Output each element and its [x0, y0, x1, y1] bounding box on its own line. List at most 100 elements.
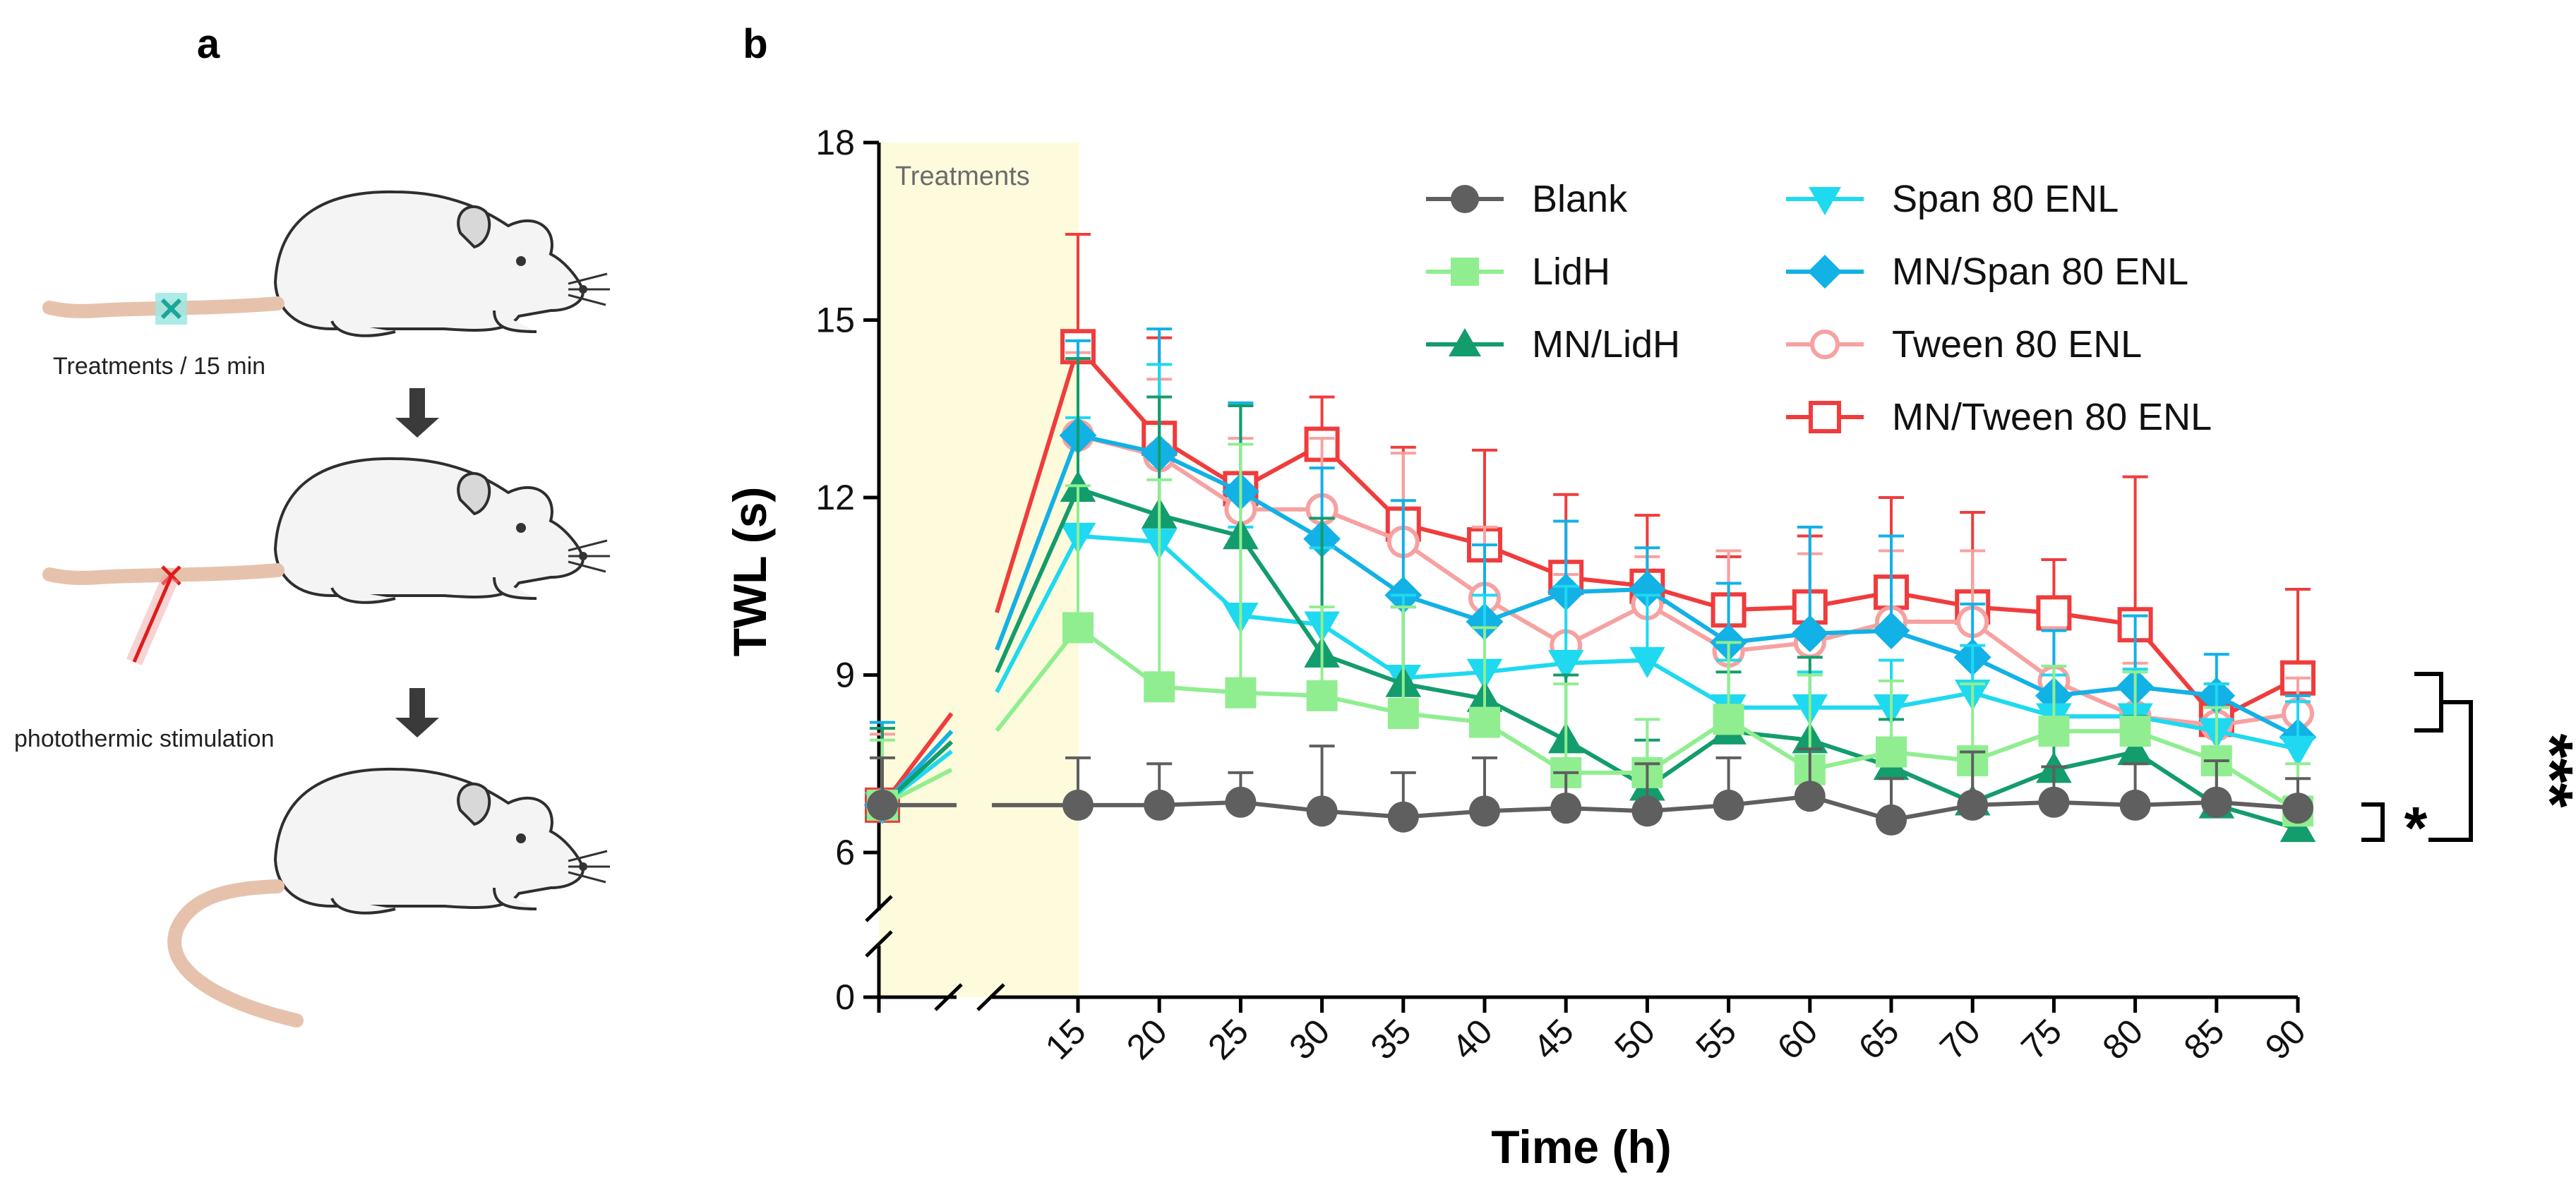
- rat-step-2: photothermic stimulation: [14, 457, 611, 752]
- data-point: [2119, 716, 2151, 747]
- x-axis-break-mark: [976, 983, 1005, 1011]
- data-point: [1469, 795, 1500, 827]
- data-point: [1144, 671, 1175, 703]
- y-axis-title: TWL (s): [724, 487, 776, 657]
- significance-bracket: [2428, 700, 2473, 842]
- x-tick-label: 40: [1444, 1011, 1500, 1067]
- data-point: [1794, 781, 1826, 812]
- treatment-mark-icon: [160, 298, 182, 320]
- legend-item-blank: Blank: [1426, 178, 1628, 220]
- significance-bracket: [2361, 802, 2385, 842]
- data-point: [1547, 650, 1584, 682]
- x-tick-label: 20: [1119, 1011, 1175, 1067]
- data-point: [1387, 697, 1419, 729]
- data-point: [1387, 801, 1419, 833]
- series-line: [1077, 433, 2299, 728]
- series-line-segment: [995, 488, 1080, 673]
- data-point: [2036, 595, 2072, 631]
- legend-item-mn-tween-80-enl: MN/Tween 80 ENL: [1786, 396, 2212, 438]
- legend-marker: [1810, 330, 1840, 359]
- x-tick-label: 55: [1688, 1011, 1744, 1067]
- schematic: a Treatments / 15 min photothermic stimu…: [14, 21, 611, 1028]
- x-tick-label: 65: [1851, 1011, 1907, 1067]
- legend-item-mn-lidh: MN/LidH: [1426, 323, 1680, 366]
- laser-beam: [132, 577, 173, 663]
- data-point: [1225, 786, 1257, 818]
- series-line: [1077, 534, 2299, 752]
- panel-a: a Treatments / 15 min photothermic stimu…: [0, 0, 706, 1195]
- series-line: [1077, 486, 2299, 831]
- arrow-down-icon: [395, 688, 439, 737]
- x-axis-break-mark: [934, 983, 963, 1011]
- data-point: [2038, 786, 2070, 818]
- data-point: [1629, 646, 1665, 678]
- x-tick-label: 70: [1932, 1011, 1988, 1067]
- series-line: [1077, 626, 2299, 813]
- significance-label: ***: [2515, 733, 2576, 807]
- data-point: [1062, 612, 1094, 644]
- stimulation-mark-icon: [161, 565, 181, 586]
- x-tick-label: 85: [2176, 1011, 2232, 1067]
- rat-tail: [42, 296, 284, 318]
- data-point: [1306, 680, 1338, 711]
- step1-caption: Treatments / 15 min: [53, 353, 265, 380]
- data-point: [2282, 793, 2313, 824]
- x-tick-label: 25: [1200, 1011, 1256, 1067]
- legend-item-tween-80-enl: Tween 80 ENL: [1786, 323, 2142, 366]
- series-line-segment: [995, 346, 1080, 613]
- data-point: [2119, 789, 2151, 821]
- data-point: [1469, 706, 1500, 738]
- rat-tail: [42, 563, 284, 585]
- legend-label: Span 80 ENL: [1892, 178, 2119, 220]
- y-tick-label: 15: [815, 301, 855, 340]
- series-line: [1076, 345, 2299, 723]
- legend-marker: [1451, 258, 1479, 286]
- legend-marker: [1449, 328, 1481, 356]
- legend-label: MN/Tween 80 ENL: [1892, 396, 2212, 438]
- data-point: [1306, 795, 1338, 827]
- x-tick-label: 45: [1526, 1011, 1581, 1067]
- legend-label: LidH: [1532, 251, 1610, 293]
- legend-item-span-80-enl: Span 80 ENL: [1786, 178, 2119, 220]
- panel-b-label: b: [743, 21, 767, 67]
- data-point: [1225, 677, 1257, 709]
- series-line: [1077, 433, 2299, 740]
- y-axis-break-mark: [865, 930, 893, 958]
- legend-item-mn-span-80-enl: MN/Span 80 ENL: [1786, 251, 2188, 293]
- x-tick-label: 30: [1281, 1011, 1337, 1067]
- data-point: [1791, 615, 1829, 653]
- rat-tail-curled: [167, 879, 304, 1028]
- data-point: [1631, 795, 1663, 827]
- data-point: [1876, 736, 1907, 768]
- x-tick-label: 15: [1038, 1011, 1094, 1067]
- data-point: [1957, 789, 1989, 821]
- rat-step-3: [167, 767, 611, 1028]
- x-axis-title: Time (h): [1491, 1121, 1671, 1173]
- data-point: [1144, 789, 1175, 821]
- y-tick-label: 9: [835, 656, 855, 695]
- x-tick-label: 75: [2013, 1011, 2069, 1067]
- treatment-band-label: Treatments: [895, 162, 1030, 191]
- x-tick-label: 80: [2095, 1011, 2150, 1067]
- legend: Blank LidH MN/LidH Span 80 ENL MN/Span 80 EN…: [1426, 178, 2212, 438]
- legend-marker: [1808, 255, 1842, 289]
- legend-marker: [1809, 401, 1841, 433]
- y-axis-break-mark: [865, 895, 893, 922]
- step2-caption: photothermic stimulation: [14, 725, 275, 752]
- data-point: [867, 789, 898, 821]
- legend-marker: [1809, 187, 1841, 215]
- series-blank: [867, 745, 2313, 836]
- y-tick-label: 18: [815, 123, 855, 162]
- significance-label: *: [2404, 795, 2428, 861]
- x-tick-label: 60: [1770, 1011, 1826, 1067]
- y-tick-label: 12: [815, 478, 855, 517]
- data-point: [1062, 789, 1094, 821]
- legend-label: Tween 80 ENL: [1892, 323, 2142, 366]
- data-point: [2038, 716, 2070, 747]
- series-line-segment: [995, 626, 1080, 733]
- data-point: [2117, 734, 2153, 766]
- x-tick-label: 90: [2258, 1011, 2313, 1067]
- significance-bracket: [2414, 672, 2443, 733]
- legend-item-lidh: LidH: [1426, 251, 1610, 293]
